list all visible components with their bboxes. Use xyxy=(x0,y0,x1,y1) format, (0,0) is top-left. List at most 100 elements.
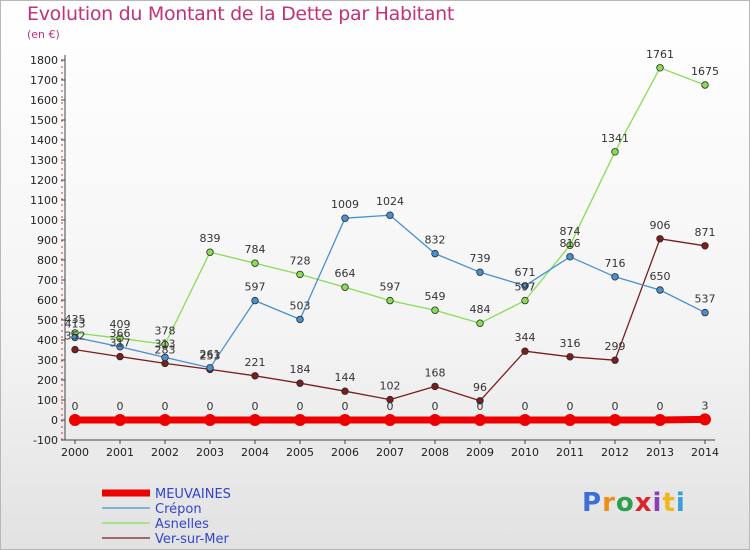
data-label: 0 xyxy=(162,400,169,413)
data-label: 144 xyxy=(335,371,356,384)
data-label: 313 xyxy=(155,337,176,350)
data-point xyxy=(566,241,574,249)
y-tick-label: 300 xyxy=(37,354,58,367)
data-point xyxy=(699,413,711,426)
x-tick-label: 2007 xyxy=(376,446,404,459)
data-label: 344 xyxy=(515,331,536,344)
axes: -100010020030040050060070080090010001100… xyxy=(30,54,719,459)
data-label: 0 xyxy=(342,400,349,413)
data-point xyxy=(341,283,349,291)
y-tick-label: 1600 xyxy=(30,94,58,107)
data-label: 503 xyxy=(290,299,311,312)
chart-title: Evolution du Montant de la Dette par Hab… xyxy=(27,3,455,25)
data-point xyxy=(159,414,171,426)
x-tick-label: 2008 xyxy=(421,446,449,459)
data-label: 352 xyxy=(65,330,86,343)
data-label: 0 xyxy=(522,400,529,413)
logo-letter: r xyxy=(602,488,616,518)
x-tick-label: 2010 xyxy=(511,446,539,459)
data-label: 409 xyxy=(110,318,131,331)
y-tick-label: 800 xyxy=(37,254,58,267)
data-label: 1761 xyxy=(646,48,674,61)
data-label: 728 xyxy=(290,254,311,267)
data-label: 317 xyxy=(110,337,131,350)
data-label: 413 xyxy=(65,317,86,330)
data-point xyxy=(71,345,79,354)
data-point xyxy=(296,379,304,387)
y-tick-label: 400 xyxy=(37,334,58,347)
data-point xyxy=(701,81,709,89)
logo-letter: o xyxy=(615,488,635,518)
data-label: 0 xyxy=(252,400,259,413)
y-tick-label: 100 xyxy=(37,394,58,407)
data-label: 650 xyxy=(650,270,671,283)
y-tick-label: 600 xyxy=(37,294,58,307)
y-tick-label: 1700 xyxy=(30,74,58,87)
data-label: 0 xyxy=(432,400,439,413)
data-label: 316 xyxy=(560,337,581,350)
data-label: 435 xyxy=(65,313,86,326)
data-label: 597 xyxy=(245,281,266,294)
data-label: 221 xyxy=(245,356,266,369)
data-label: 484 xyxy=(470,303,491,316)
data-point xyxy=(294,414,306,426)
x-tick-label: 2013 xyxy=(646,446,674,459)
data-point xyxy=(251,372,259,380)
data-label: 102 xyxy=(380,380,401,393)
legend-label: Crépon xyxy=(155,502,202,517)
y-tick-label: 1200 xyxy=(30,174,58,187)
data-label: 549 xyxy=(425,290,446,303)
y-tick-label: 1800 xyxy=(30,54,58,67)
data-point xyxy=(69,414,81,426)
y-tick-label: 1400 xyxy=(30,134,58,147)
data-label: 253 xyxy=(200,349,221,362)
data-point xyxy=(161,353,169,362)
data-label: 671 xyxy=(515,266,536,279)
data-point xyxy=(566,253,574,261)
data-label: 739 xyxy=(470,252,491,265)
y-tick-label: 200 xyxy=(37,374,58,387)
legend-label: MEUVAINES xyxy=(155,487,231,502)
data-point xyxy=(474,414,486,426)
data-label: 378 xyxy=(155,324,176,337)
x-tick-label: 2004 xyxy=(241,446,269,459)
data-point xyxy=(206,364,214,372)
data-label: 184 xyxy=(290,363,311,376)
data-point xyxy=(656,286,664,294)
logo-letter: t xyxy=(662,488,676,518)
data-label: 1009 xyxy=(331,198,359,211)
data-point xyxy=(564,414,576,426)
data-label: 0 xyxy=(567,400,574,413)
y-tick-label: 500 xyxy=(37,314,58,327)
x-tick-label: 2012 xyxy=(601,446,629,459)
data-label: 1341 xyxy=(601,132,629,145)
logo-letter: x xyxy=(634,488,653,518)
data-point xyxy=(431,249,439,258)
x-tick-label: 2005 xyxy=(286,446,314,459)
data-point xyxy=(161,340,169,349)
data-point xyxy=(431,382,439,391)
y-tick-label: 900 xyxy=(37,234,58,247)
x-tick-label: 2006 xyxy=(331,446,359,459)
data-point xyxy=(249,414,261,426)
data-point xyxy=(609,414,621,426)
data-label: 0 xyxy=(72,400,79,413)
y-tick-label: -100 xyxy=(33,434,58,447)
data-label: 168 xyxy=(425,366,446,379)
y-tick-label: 1000 xyxy=(30,214,58,227)
data-label: 0 xyxy=(387,400,394,413)
data-point xyxy=(386,395,394,404)
data-label: 0 xyxy=(117,400,124,413)
data-label: 0 xyxy=(477,400,484,413)
data-point xyxy=(476,268,484,276)
data-label: 839 xyxy=(200,232,221,245)
data-point xyxy=(251,259,259,267)
data-point xyxy=(521,347,529,355)
data-point xyxy=(384,414,396,426)
data-point xyxy=(611,356,619,364)
data-point xyxy=(386,211,394,219)
data-label: 832 xyxy=(425,234,446,247)
data-point xyxy=(611,273,619,281)
data-point xyxy=(654,414,666,426)
